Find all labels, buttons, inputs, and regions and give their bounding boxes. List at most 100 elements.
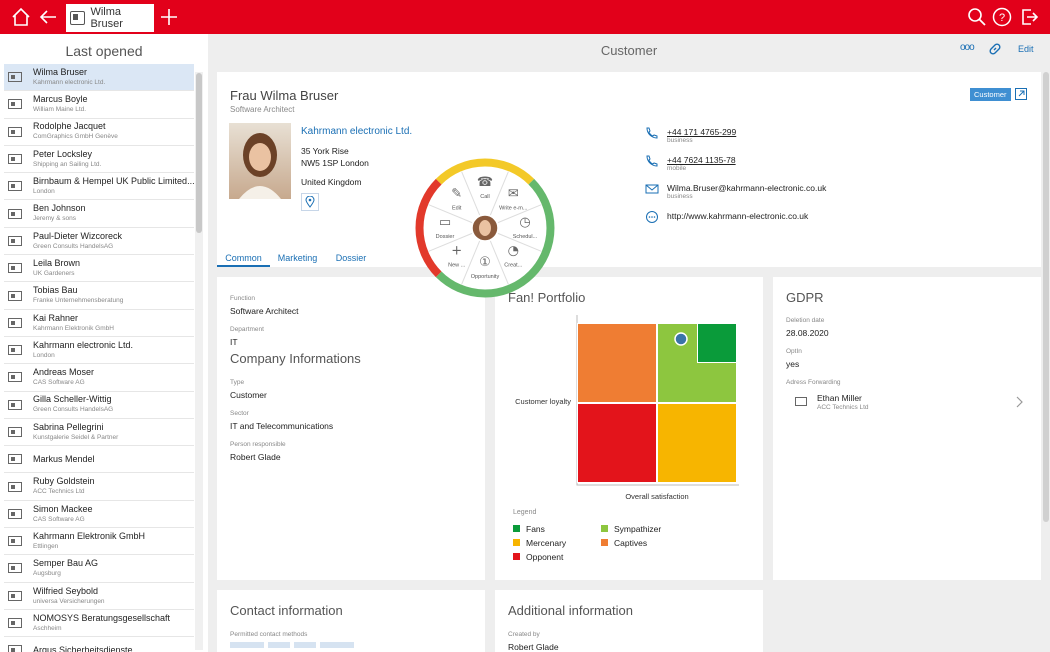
radial-item-edit[interactable]: ✎ Edit xyxy=(451,187,462,212)
list-item-name: Leila Brown xyxy=(33,257,81,268)
phone-mobile[interactable]: +44 7624 1135-78 xyxy=(667,155,736,165)
radial-item-new[interactable]: + New ... xyxy=(448,243,466,268)
sidebar-list-item[interactable]: NOMOSYS Beratungsgesellschaft Aschheim xyxy=(4,610,194,638)
recent-list: Wilma Bruser Kahrmann electronic Ltd. Marc… xyxy=(4,64,194,652)
sidebar-list-item[interactable]: Kahrmann electronic Ltd. London xyxy=(4,337,194,365)
contact-card-icon xyxy=(70,11,86,25)
sector-label: Sector xyxy=(230,410,249,417)
tab-wilma-bruser[interactable]: Wilma Bruser xyxy=(66,4,154,32)
email-address[interactable]: Wilma.Bruser@kahrmann-electronic.co.uk xyxy=(667,183,827,193)
sidebar-list-item[interactable]: Semper Bau AG Augsburg xyxy=(4,555,194,583)
open-external-icon[interactable] xyxy=(1015,87,1027,105)
radial-divider xyxy=(428,232,473,252)
sidebar-list-item[interactable]: Birnbaum & Hempel UK Public Limited... Lo… xyxy=(4,173,194,201)
logout-icon[interactable] xyxy=(1018,0,1040,34)
sidebar-list-item[interactable]: Sabrina Pellegrini Kunstgalerie Seidel & … xyxy=(4,419,194,447)
tab-marketing[interactable]: Marketing xyxy=(277,253,318,263)
back-arrow-icon[interactable] xyxy=(36,0,60,34)
sidebar-list-item[interactable]: Argus Sicherheitsdienste xyxy=(4,637,194,652)
sidebar-list-item[interactable]: Ben Johnson Jeremy & sons xyxy=(4,200,194,228)
list-item-sub: Kahrmann electronic Ltd. xyxy=(33,78,106,86)
legend-label: Captives xyxy=(614,538,648,548)
sidebar-scrollbar[interactable] xyxy=(195,72,203,650)
sidebar-list-item[interactable]: Gilla Scheller-Wittig Green Consults Hand… xyxy=(4,392,194,419)
radial-item-opportunity[interactable]: ① Opportunity xyxy=(471,255,500,280)
type-value: Customer xyxy=(230,390,267,400)
help-icon[interactable]: ? xyxy=(991,0,1013,34)
detail-tabs: Common Marketing Dossier xyxy=(217,250,377,267)
write-email-icon: ✉ xyxy=(508,187,519,202)
list-item-name: Semper Bau AG xyxy=(33,558,99,569)
sidebar-list-item[interactable]: Andreas Moser CAS Software AG xyxy=(4,364,194,392)
opportunity-icon: ① xyxy=(479,255,491,270)
list-item-sub: London xyxy=(33,351,55,359)
tab-dossier[interactable]: Dossier xyxy=(335,253,367,263)
contact-card-icon xyxy=(8,208,22,219)
list-item-name: Argus Sicherheitsdienste xyxy=(33,644,133,652)
list-item-sub: Kunstgalerie Seidel & Partner xyxy=(33,433,119,441)
list-item-name: Rodolphe Jacquet xyxy=(33,121,106,132)
phone-business[interactable]: +44 171 4765-299 xyxy=(667,127,737,137)
link-icon[interactable] xyxy=(988,42,1002,58)
sidebar-list-item[interactable]: Tobias Bau Franke Unternehmensberatung xyxy=(4,282,194,310)
radial-item-schedule[interactable]: ◷ Schedul... xyxy=(513,215,538,240)
contact-card-icon xyxy=(8,72,22,83)
email-type: business xyxy=(667,193,693,200)
list-item-name: Ruby Goldstein xyxy=(33,476,95,487)
edit-button[interactable]: Edit xyxy=(1018,44,1034,54)
website-link[interactable]: http://www.kahrmann-electronic.co.uk xyxy=(667,211,809,221)
address-line-2: NW5 1SP London xyxy=(301,158,369,168)
sidebar-list-item[interactable]: Wilfried Seybold universa Versicherungen xyxy=(4,583,194,610)
sidebar-list-item[interactable]: Kahrmann Elektronik GmbH Ettlingen xyxy=(4,528,194,556)
search-icon[interactable] xyxy=(966,0,988,34)
list-item-name: Kahrmann electronic Ltd. xyxy=(33,339,134,350)
email-row: Wilma.Bruser@kahrmann-electronic.co.uk bu… xyxy=(645,183,826,200)
svg-text:?: ? xyxy=(999,12,1005,24)
contact-card-icon xyxy=(8,399,22,410)
permitted-label: Permitted contact methods xyxy=(230,631,308,638)
phone-icon xyxy=(646,127,658,139)
tab-common[interactable]: Common xyxy=(217,250,270,267)
contact-card-icon xyxy=(8,263,22,274)
permitted-methods xyxy=(230,642,354,648)
person-responsible-label: Person responsible xyxy=(230,441,286,448)
sidebar-scroll-thumb[interactable] xyxy=(196,73,202,233)
more-button[interactable]: ooo xyxy=(960,42,975,53)
radial-divider xyxy=(497,232,542,252)
list-item-name: Sabrina Pellegrini xyxy=(33,421,104,432)
sidebar-list-item[interactable]: Rodolphe Jacquet ComGraphics GmbH Genève xyxy=(4,119,194,146)
address-line-1: 35 York Rise xyxy=(301,146,349,156)
optin-label: OptIn xyxy=(786,348,802,355)
legend-label: Mercenary xyxy=(526,538,567,548)
legend-item: Captives xyxy=(601,538,711,548)
sidebar-list-item[interactable]: Peter Locksley Shipping an Sailing Ltd. xyxy=(4,146,194,174)
sidebar-list-item[interactable]: Kai Rahner Kahrmann Elektronik GmbH xyxy=(4,310,194,337)
contact-card-icon xyxy=(8,563,22,574)
sidebar-list-item[interactable]: Markus Mendel xyxy=(4,446,194,474)
radial-item-dossier[interactable]: ▭ Dossier xyxy=(436,215,455,240)
sidebar-list-item[interactable]: Paul-Dieter Wizcoreck Green Consults Hand… xyxy=(4,228,194,256)
add-tab-icon[interactable] xyxy=(158,0,180,34)
company-link[interactable]: Kahrmann electronic Ltd. xyxy=(301,126,413,137)
radial-item-call[interactable]: ☎ Call xyxy=(477,175,493,200)
main-scrollbar[interactable] xyxy=(1043,72,1049,522)
radial-item-create[interactable]: ◔ Creat... xyxy=(504,243,523,268)
radial-divider xyxy=(428,204,473,224)
forwarding-contact[interactable]: Ethan Miller ACC Technics Ltd xyxy=(786,390,1031,414)
map-pin-button[interactable] xyxy=(301,193,319,211)
quadrant-captives xyxy=(577,323,657,403)
additional-info-title: Additional information xyxy=(508,603,634,618)
sidebar-list-item[interactable]: Simon Mackee CAS Software AG xyxy=(4,501,194,529)
contact-card-icon xyxy=(8,454,22,465)
list-item-name: Ben Johnson xyxy=(33,203,86,214)
radial-item-write-email[interactable]: ✉ Write e-m... xyxy=(499,187,528,212)
sidebar-list-item[interactable]: Wilma Bruser Kahrmann electronic Ltd. xyxy=(4,64,194,92)
sidebar-list-item[interactable]: Leila Brown UK Gardeners xyxy=(4,255,194,283)
sidebar-list-item[interactable]: Ruby Goldstein ACC Technics Ltd xyxy=(4,473,194,501)
sidebar-list-item[interactable]: Marcus Boyle William Maine Ltd. xyxy=(4,91,194,119)
more-circle-icon xyxy=(646,211,658,223)
radial-item-label: Edit xyxy=(452,206,462,212)
home-icon[interactable] xyxy=(8,0,34,34)
list-item-name: Gilla Scheller-Wittig xyxy=(33,394,112,405)
phone-mobile-type: mobile xyxy=(667,165,687,172)
